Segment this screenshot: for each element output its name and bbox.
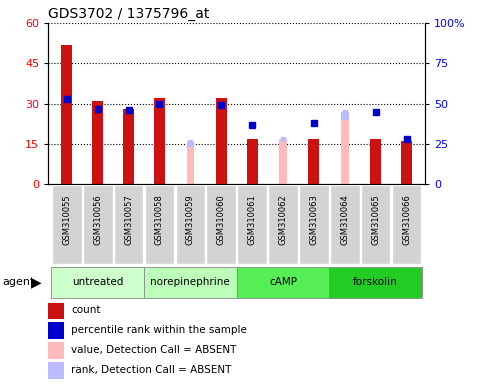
Text: norepinephrine: norepinephrine <box>151 277 230 287</box>
Bar <box>47 302 64 319</box>
Text: GSM310063: GSM310063 <box>310 194 318 245</box>
FancyBboxPatch shape <box>144 266 237 298</box>
Bar <box>61 45 72 184</box>
Text: agent: agent <box>2 277 35 287</box>
Bar <box>186 147 194 184</box>
Text: value, Detection Call = ABSENT: value, Detection Call = ABSENT <box>71 345 237 355</box>
Bar <box>47 362 64 379</box>
Bar <box>247 139 257 184</box>
Text: GSM310059: GSM310059 <box>186 194 195 245</box>
Bar <box>123 109 134 184</box>
Text: GSM310056: GSM310056 <box>93 194 102 245</box>
FancyBboxPatch shape <box>329 266 422 298</box>
Bar <box>186 142 194 184</box>
FancyBboxPatch shape <box>361 185 390 264</box>
Text: GSM310055: GSM310055 <box>62 194 71 245</box>
Text: GSM310061: GSM310061 <box>248 194 256 245</box>
FancyBboxPatch shape <box>206 185 236 264</box>
Bar <box>47 322 64 339</box>
FancyBboxPatch shape <box>237 266 329 298</box>
FancyBboxPatch shape <box>268 185 298 264</box>
Bar <box>401 141 412 184</box>
Text: GSM310064: GSM310064 <box>340 194 349 245</box>
FancyBboxPatch shape <box>83 185 113 264</box>
Text: GSM310057: GSM310057 <box>124 194 133 245</box>
Text: GSM310058: GSM310058 <box>155 194 164 245</box>
Text: GSM310062: GSM310062 <box>279 194 287 245</box>
Text: forskolin: forskolin <box>353 277 398 287</box>
Text: count: count <box>71 305 100 315</box>
Text: ▶: ▶ <box>31 275 42 289</box>
Text: cAMP: cAMP <box>269 277 297 287</box>
Bar <box>154 98 165 184</box>
Bar <box>341 112 349 184</box>
FancyBboxPatch shape <box>144 185 174 264</box>
Text: GSM310066: GSM310066 <box>402 194 411 245</box>
Text: rank, Detection Call = ABSENT: rank, Detection Call = ABSENT <box>71 365 231 375</box>
Text: GSM310065: GSM310065 <box>371 194 380 245</box>
Text: untreated: untreated <box>72 277 123 287</box>
FancyBboxPatch shape <box>114 185 143 264</box>
FancyBboxPatch shape <box>237 185 267 264</box>
Bar <box>341 120 349 184</box>
Bar <box>279 139 287 184</box>
Bar <box>370 139 381 184</box>
Text: GSM310060: GSM310060 <box>217 194 226 245</box>
FancyBboxPatch shape <box>330 185 359 264</box>
FancyBboxPatch shape <box>299 185 329 264</box>
Bar <box>279 139 287 184</box>
FancyBboxPatch shape <box>51 266 144 298</box>
Text: GDS3702 / 1375796_at: GDS3702 / 1375796_at <box>48 7 210 21</box>
FancyBboxPatch shape <box>175 185 205 264</box>
Bar <box>47 342 64 359</box>
Bar <box>216 98 227 184</box>
FancyBboxPatch shape <box>52 185 82 264</box>
Bar <box>92 101 103 184</box>
Text: percentile rank within the sample: percentile rank within the sample <box>71 325 247 335</box>
FancyBboxPatch shape <box>392 185 421 264</box>
Bar <box>309 139 319 184</box>
